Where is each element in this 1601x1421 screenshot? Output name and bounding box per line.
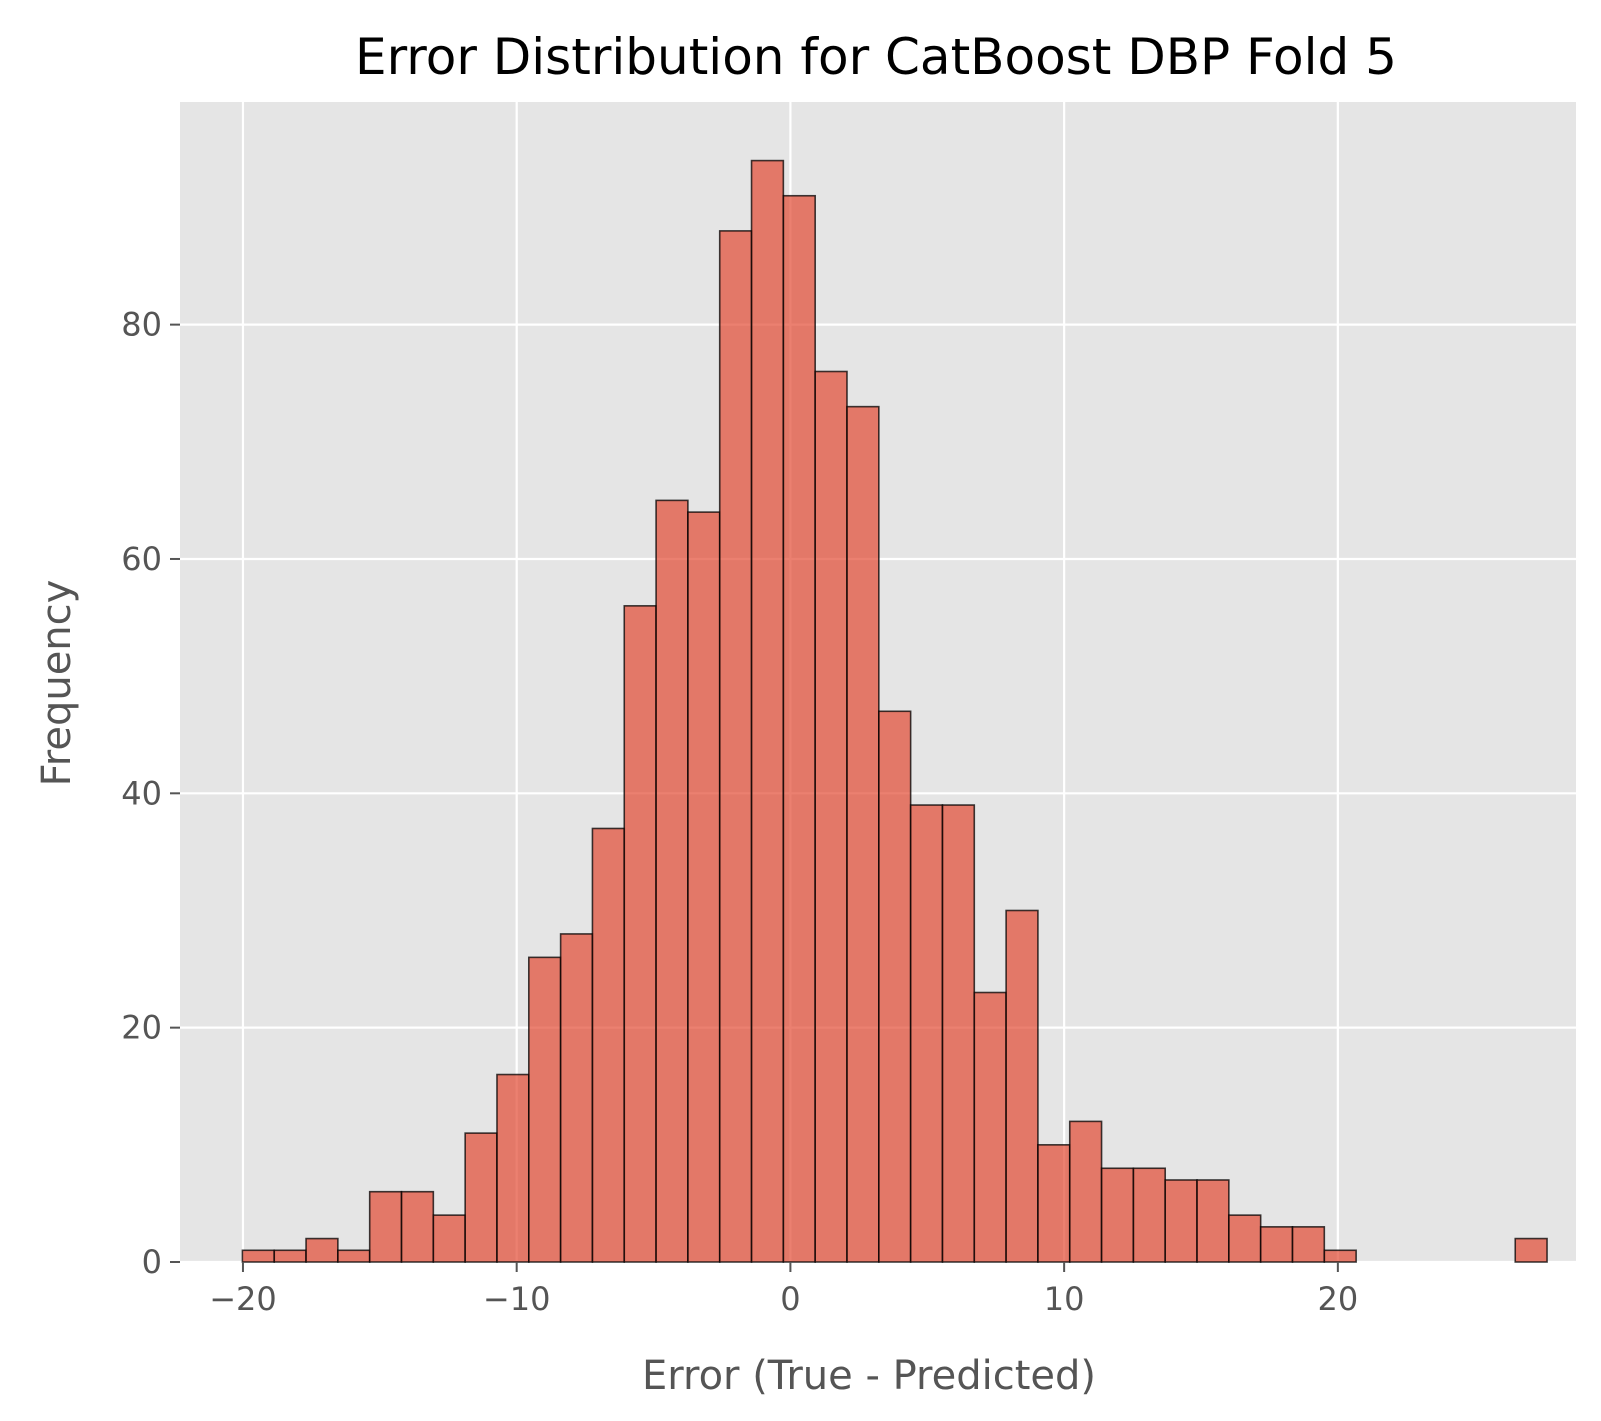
histogram-bar: [1291, 1226, 1326, 1263]
histogram-bar: [400, 1190, 435, 1263]
histogram-bar: [718, 230, 753, 1263]
y-axis-ticks: 0 20 40 60 80: [121, 306, 180, 1281]
histogram-bar: [941, 804, 976, 1263]
y-tick-label: 40: [121, 774, 162, 812]
histogram-bar: [1037, 1144, 1071, 1263]
histogram-bar: [559, 933, 594, 1263]
x-tick-label: 20: [1317, 1280, 1358, 1318]
y-tick-label: 80: [121, 306, 162, 344]
histogram-bar: [432, 1214, 466, 1263]
histogram-bar: [337, 1249, 371, 1263]
histogram-bar: [464, 1132, 498, 1263]
histogram-bar: [273, 1249, 307, 1263]
histogram-bar: [878, 710, 912, 1263]
histogram-bar: [782, 194, 816, 1263]
x-tick-label: 0: [780, 1280, 800, 1318]
histogram-bar: [1196, 1179, 1230, 1263]
histogram-bar: [305, 1237, 339, 1263]
histogram-bar: [591, 827, 626, 1263]
histogram-bar: [687, 511, 721, 1263]
histogram-bar: [1323, 1249, 1357, 1263]
x-tick-label: 10: [1044, 1280, 1085, 1318]
histogram-bar: [655, 499, 689, 1263]
histogram-bar: [1068, 1120, 1103, 1263]
histogram-bars: [241, 159, 1548, 1263]
histogram-bar: [623, 605, 657, 1263]
histogram-bar: [527, 956, 562, 1263]
histogram-bar: [909, 804, 944, 1263]
histogram-bar: [1164, 1179, 1198, 1263]
y-tick-label: 60: [121, 540, 162, 578]
histogram-bar: [1514, 1237, 1548, 1263]
x-axis-ticks: −20 −10 0 10 20: [209, 1262, 1358, 1318]
histogram-bar: [814, 370, 848, 1263]
chart-title: Error Distribution for CatBoost DBP Fold…: [355, 28, 1397, 86]
histogram-bar: [1132, 1167, 1167, 1263]
histogram-bar: [1259, 1226, 1294, 1263]
histogram-bar: [241, 1249, 276, 1263]
x-tick-label: −10: [483, 1280, 551, 1318]
histogram-bar: [1100, 1167, 1135, 1263]
x-tick-label: −20: [209, 1280, 277, 1318]
histogram-bar: [750, 159, 785, 1263]
y-tick-label: 20: [121, 1009, 162, 1047]
y-tick-label: 0: [142, 1243, 162, 1281]
histogram-bar: [368, 1190, 403, 1263]
histogram-bar: [846, 405, 880, 1263]
y-axis-label: Frequency: [34, 580, 80, 787]
histogram-bar: [973, 991, 1007, 1263]
histogram-bar: [496, 1073, 530, 1263]
x-axis-label: Error (True - Predicted): [642, 1353, 1096, 1399]
histogram-bar: [1005, 909, 1039, 1263]
histogram-bar: [1228, 1214, 1262, 1263]
